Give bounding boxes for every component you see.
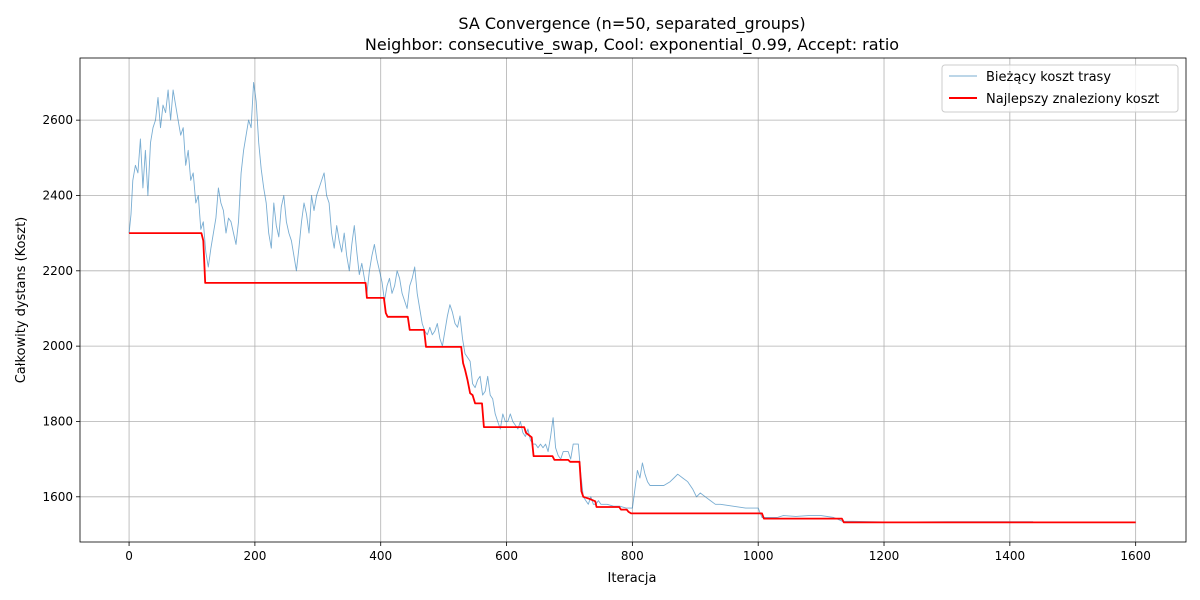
x-tick-label: 600 <box>495 549 518 563</box>
x-tick-label: 400 <box>369 549 392 563</box>
x-tick-label: 1200 <box>869 549 900 563</box>
x-tick-label: 0 <box>125 549 133 563</box>
x-tick-label: 200 <box>243 549 266 563</box>
y-tick-label: 1600 <box>42 490 73 504</box>
x-tick-label: 1400 <box>995 549 1026 563</box>
x-tick-label: 1600 <box>1120 549 1151 563</box>
y-tick-label: 2400 <box>42 188 73 202</box>
x-tick-label: 800 <box>621 549 644 563</box>
grid-lines <box>80 58 1186 542</box>
legend: Bieżący koszt trasy Najlepszy znaleziony… <box>941 64 1179 113</box>
series-current-cost-line <box>128 82 1034 523</box>
legend-box <box>941 64 1179 113</box>
legend-label-best: Najlepszy znaleziony koszt <box>986 92 1159 107</box>
legend-label-current: Bieżący koszt trasy <box>986 70 1111 85</box>
axis-ticks: 0 200 400 600 800 1000 1200 1400 1600 1600 1800 200… <box>42 113 1150 563</box>
series-best-cost-line <box>129 232 1136 524</box>
plot-frame <box>79 57 1187 543</box>
series-group <box>128 82 1136 524</box>
y-tick-label: 1800 <box>42 414 73 428</box>
chart-title-line2: Neighbor: consecutive_swap, Cool: expone… <box>365 35 899 55</box>
x-axis-label: Iteracja <box>608 571 657 586</box>
y-axis-label: Całkowity dystans (Koszt) <box>14 217 29 384</box>
x-tick-label: 1000 <box>743 549 774 563</box>
y-tick-label: 2200 <box>42 264 73 278</box>
y-tick-label: 2000 <box>42 339 73 353</box>
y-tick-label: 2600 <box>42 113 73 127</box>
chart-title-line1: SA Convergence (n=50, separated_groups) <box>458 14 805 34</box>
